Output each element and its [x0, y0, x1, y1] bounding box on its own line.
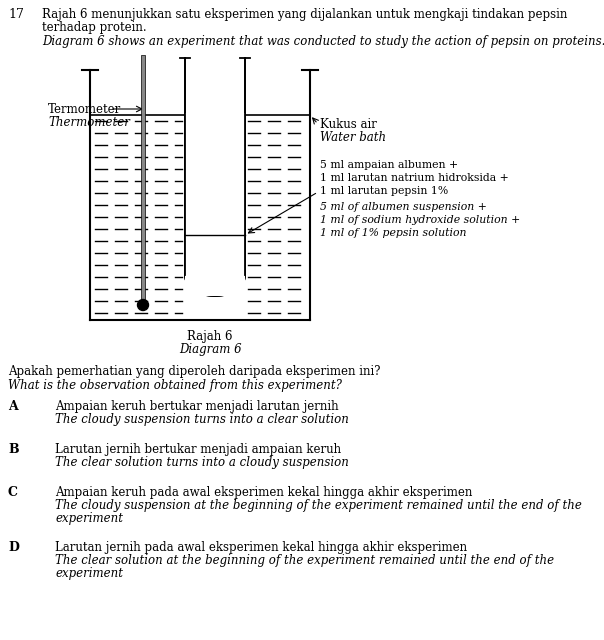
Text: B: B [8, 443, 19, 456]
Text: 1 ml larutan natrium hidroksida +: 1 ml larutan natrium hidroksida + [320, 173, 509, 183]
Text: Larutan jernih pada awal eksperimen kekal hingga akhir eksperimen: Larutan jernih pada awal eksperimen keka… [55, 541, 467, 554]
Text: Water bath: Water bath [320, 131, 386, 144]
Text: experiment: experiment [55, 567, 123, 580]
Text: Thermometer: Thermometer [48, 116, 130, 129]
Text: The cloudy suspension turns into a clear solution: The cloudy suspension turns into a clear… [55, 413, 349, 426]
Text: Rajah 6: Rajah 6 [187, 330, 233, 343]
Text: terhadap protein.: terhadap protein. [42, 21, 147, 34]
Text: Diagram 6 shows an experiment that was conducted to study the action of pepsin o: Diagram 6 shows an experiment that was c… [42, 35, 604, 48]
Text: The cloudy suspension at the beginning of the experiment remained until the end : The cloudy suspension at the beginning o… [55, 499, 582, 512]
Text: 1 ml of 1% pepsin solution: 1 ml of 1% pepsin solution [320, 228, 466, 238]
Text: Rajah 6 menunjukkan satu eksperimen yang dijalankan untuk mengkaji tindakan peps: Rajah 6 menunjukkan satu eksperimen yang… [42, 8, 567, 21]
Bar [141, 55, 145, 305]
Text: C: C [8, 486, 18, 499]
Text: Termometer: Termometer [48, 103, 121, 116]
Text: 5 ml of albumen suspension +: 5 ml of albumen suspension + [320, 202, 487, 212]
Text: The clear solution turns into a cloudy suspension: The clear solution turns into a cloudy s… [55, 456, 349, 469]
Text: experiment: experiment [55, 512, 123, 525]
Text: The clear solution at the beginning of the experiment remained until the end of : The clear solution at the beginning of t… [55, 554, 554, 567]
Text: 1 ml of sodium hydroxide solution +: 1 ml of sodium hydroxide solution + [320, 215, 520, 225]
Text: Apakah pemerhatian yang diperoleh daripada eksperimen ini?: Apakah pemerhatian yang diperoleh daripa… [8, 365, 381, 378]
Text: What is the observation obtained from this experiment?: What is the observation obtained from th… [8, 379, 342, 392]
Text: A: A [8, 400, 18, 413]
Text: 5 ml ampaian albumen +: 5 ml ampaian albumen + [320, 160, 458, 170]
Text: Kukus air: Kukus air [320, 118, 377, 131]
Text: Diagram 6: Diagram 6 [179, 343, 242, 356]
Text: Larutan jernih bertukar menjadi ampaian keruh: Larutan jernih bertukar menjadi ampaian … [55, 443, 341, 456]
Text: D: D [8, 541, 19, 554]
Text: Ampaian keruh pada awal eksperimen kekal hingga akhir eksperimen: Ampaian keruh pada awal eksperimen kekal… [55, 486, 472, 499]
Text: 1 ml larutan pepsin 1%: 1 ml larutan pepsin 1% [320, 186, 448, 196]
Text: Ampaian keruh bertukar menjadi larutan jernih: Ampaian keruh bertukar menjadi larutan j… [55, 400, 339, 413]
Text: 17: 17 [8, 8, 24, 21]
Circle shape [138, 300, 149, 310]
Bar [185, 113, 245, 296]
